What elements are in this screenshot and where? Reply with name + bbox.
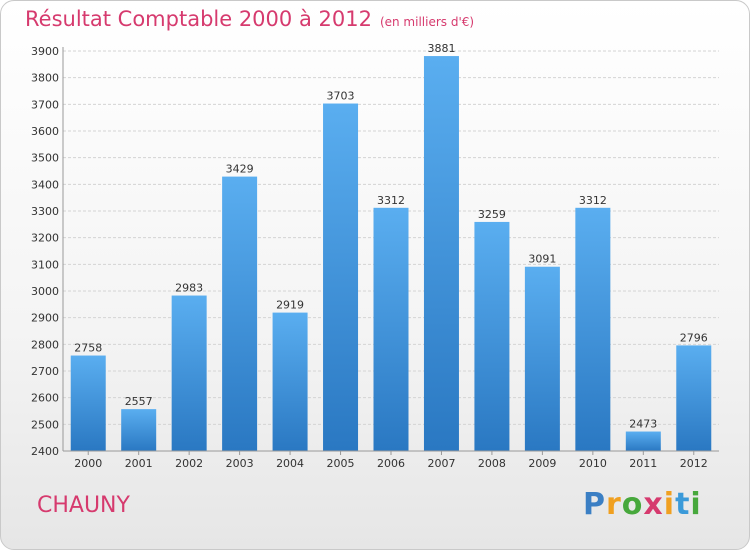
bar-2008 — [474, 221, 510, 451]
logo-letter: x — [643, 487, 664, 522]
y-tick-label: 3600 — [31, 125, 59, 138]
x-tick-label: 2009 — [528, 457, 556, 470]
title-main: Résultat Comptable 2000 à 2012 — [25, 7, 372, 31]
x-tick-label: 2011 — [629, 457, 657, 470]
bar-2011 — [625, 431, 661, 451]
bar-value-label: 3703 — [327, 90, 355, 103]
x-tick-label: 2010 — [579, 457, 607, 470]
bar-value-label: 3259 — [478, 208, 506, 221]
bar-value-label: 3429 — [226, 163, 254, 176]
x-tick-label: 2002 — [175, 457, 203, 470]
x-tick-label: 2004 — [276, 457, 304, 470]
bar-2001 — [121, 409, 157, 451]
x-tick-label: 2000 — [74, 457, 102, 470]
logo-letter: t — [675, 487, 691, 522]
y-tick-label: 3200 — [31, 232, 59, 245]
bar-value-label: 2983 — [175, 282, 203, 295]
title-unit: (en milliers d'€) — [379, 15, 475, 29]
location-name: CHAUNY — [37, 493, 130, 518]
x-tick-label: 2008 — [478, 457, 506, 470]
y-tick-label: 3100 — [31, 258, 59, 271]
bar-2010 — [575, 207, 611, 451]
bar-2002 — [171, 295, 207, 451]
y-tick-label: 2500 — [31, 418, 59, 431]
y-tick-label: 2900 — [31, 312, 59, 325]
bar-2007 — [423, 56, 459, 452]
bar-value-label: 2796 — [680, 331, 708, 344]
x-tick-label: 2012 — [680, 457, 708, 470]
bars — [70, 56, 712, 452]
chart-title: Résultat Comptable 2000 à 2012 (en millie… — [25, 7, 474, 31]
logo-letter: i — [663, 487, 676, 522]
bar-2006 — [373, 207, 409, 451]
logo-letter: r — [606, 487, 622, 522]
y-tick-label: 3300 — [31, 205, 59, 218]
data-labels: 2758 2557 2983 3429 2919 3703 3312 3881 3259 3091… — [74, 42, 708, 430]
logo-letter: i — [690, 487, 702, 522]
x-tick-label: 2005 — [327, 457, 355, 470]
bar-2012 — [676, 345, 712, 451]
bar-2005 — [323, 103, 359, 452]
bar-value-label: 2473 — [629, 418, 657, 431]
y-tick-label: 3000 — [31, 285, 59, 298]
bar-value-label: 3312 — [377, 194, 405, 207]
y-tick-label: 3400 — [31, 178, 59, 191]
y-tick-label: 3700 — [31, 98, 59, 111]
proxiti-logo[interactable]: Proxiti — [583, 487, 702, 522]
y-tick-label: 2400 — [31, 445, 59, 458]
y-tick-label: 3500 — [31, 152, 59, 165]
bar-value-label: 3312 — [579, 194, 607, 207]
y-tick-label: 3900 — [31, 45, 59, 58]
x-tick-label: 2003 — [226, 457, 254, 470]
logo-letter: P — [583, 487, 606, 522]
y-tick-label: 2800 — [31, 338, 59, 351]
bar-value-label: 3881 — [427, 42, 455, 55]
x-tick-label: 2007 — [427, 457, 455, 470]
bar-2004 — [272, 312, 308, 451]
bar-value-label: 2758 — [74, 342, 102, 355]
bar-value-label: 3091 — [528, 253, 556, 266]
x-tick-label: 2006 — [377, 457, 405, 470]
y-tick-label: 2600 — [31, 392, 59, 405]
y-tick-label: 2700 — [31, 365, 59, 378]
axes: 2400 2500 2600 2700 2800 2900 3000 3100 3200 3300… — [31, 45, 719, 470]
bar-value-label: 2919 — [276, 299, 304, 312]
bar-2003 — [222, 176, 258, 451]
bar-2009 — [524, 266, 560, 451]
logo-letter: o — [621, 487, 644, 522]
bar-value-label: 2557 — [125, 395, 153, 408]
y-tick-label: 3800 — [31, 72, 59, 85]
x-tick-label: 2001 — [125, 457, 153, 470]
bar-2000 — [70, 355, 106, 451]
